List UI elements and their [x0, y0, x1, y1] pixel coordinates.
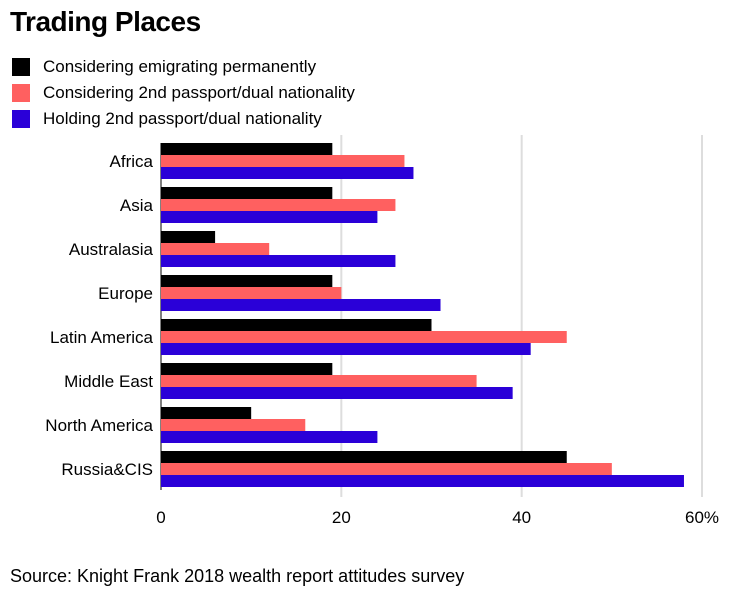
category-label: Russia&CIS — [61, 460, 153, 479]
x-tick-label: 60% — [685, 508, 719, 527]
legend: Considering emigrating permanently Consi… — [12, 54, 355, 132]
bar — [161, 407, 252, 419]
legend-label-holding-passport: Holding 2nd passport/dual nationality — [43, 109, 322, 128]
category-label: Africa — [110, 152, 154, 171]
category-label: Middle East — [64, 372, 153, 391]
bar — [161, 343, 531, 355]
bar — [161, 167, 414, 179]
chart-title: Trading Places — [10, 6, 201, 37]
legend-label-considering-passport: Considering 2nd passport/dual nationalit… — [43, 83, 355, 102]
legend-swatch-holding-passport — [12, 110, 30, 128]
bar — [161, 375, 477, 387]
bar — [161, 431, 378, 443]
bar — [161, 155, 405, 167]
legend-item-holding-passport: Holding 2nd passport/dual nationality — [12, 106, 355, 132]
bar — [161, 463, 612, 475]
bar — [161, 275, 333, 287]
legend-swatch-considering-passport — [12, 84, 30, 102]
bar — [161, 187, 333, 199]
bar — [161, 319, 432, 331]
category-label: North America — [45, 416, 153, 435]
bar — [161, 287, 342, 299]
category-label: Asia — [120, 196, 154, 215]
bars — [161, 143, 684, 487]
tick-labels: 0 20 40 60% — [156, 508, 719, 527]
category-label: Europe — [98, 284, 153, 303]
bar — [161, 363, 333, 375]
legend-label-emigrating: Considering emigrating permanently — [43, 57, 317, 76]
bar — [161, 387, 513, 399]
bar — [161, 419, 306, 431]
bar — [161, 199, 396, 211]
x-tick-label: 40 — [512, 508, 531, 527]
legend-item-emigrating: Considering emigrating permanently — [12, 54, 355, 80]
legend-swatch-emigrating — [12, 58, 30, 76]
bar — [161, 243, 270, 255]
bar — [161, 211, 378, 223]
category-label: Australasia — [69, 240, 154, 259]
source-note: Source: Knight Frank 2018 wealth report … — [10, 566, 465, 586]
bar — [161, 255, 396, 267]
category-label: Latin America — [50, 328, 154, 347]
bar — [161, 231, 216, 243]
legend-item-considering-passport: Considering 2nd passport/dual nationalit… — [12, 80, 355, 106]
bar — [161, 475, 684, 487]
bar — [161, 143, 333, 155]
bar — [161, 451, 567, 463]
bar — [161, 299, 441, 311]
x-tick-label: 20 — [332, 508, 351, 527]
category-labels: Africa Asia Australasia Europe Latin America… — [45, 152, 153, 479]
bar — [161, 331, 567, 343]
x-tick-label: 0 — [156, 508, 165, 527]
